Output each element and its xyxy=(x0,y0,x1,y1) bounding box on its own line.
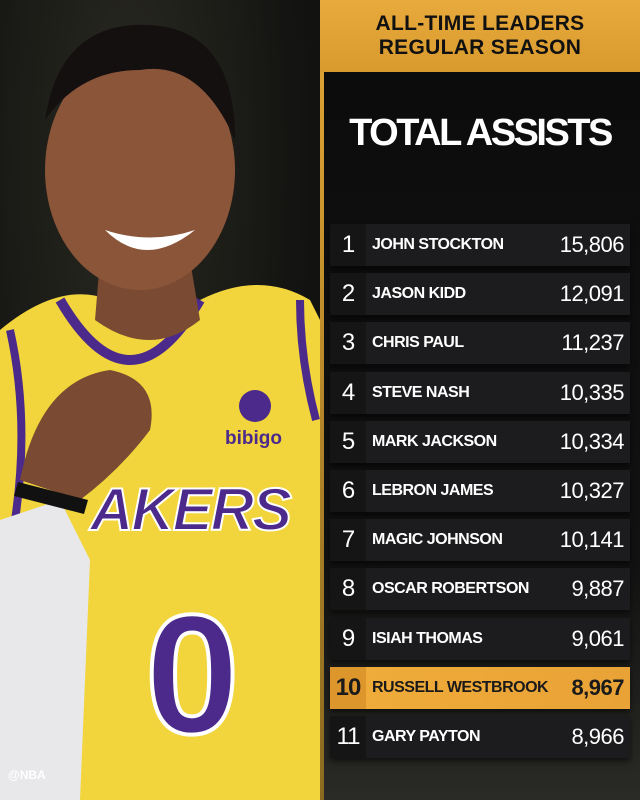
leader-row: 9 ISIAH THOMAS 9,061 xyxy=(330,617,630,660)
jersey-sponsor: bibigo xyxy=(225,428,282,449)
leader-rank: 2 xyxy=(330,273,366,316)
leader-assists: 10,335 xyxy=(559,379,625,405)
leader-row: 5 MARK JACKSON 10,334 xyxy=(330,420,630,463)
leader-name: ISIAH THOMAS xyxy=(372,629,483,647)
leader-row: 4 STEVE NASH 10,335 xyxy=(330,371,630,414)
leader-name: LEBRON JAMES xyxy=(372,482,494,499)
leader-name: RUSSELL WESTBROOK xyxy=(372,678,549,696)
leaders-panel: ALL-TIME LEADERS REGULAR SEASON TOTAL AS… xyxy=(320,0,640,800)
leader-name: STEVE NASH xyxy=(372,383,470,401)
leader-assists: 8,967 xyxy=(571,674,624,700)
jersey-number: 0 xyxy=(143,580,242,770)
leader-name: GARY PAYTON xyxy=(372,728,481,745)
leader-name: JASON KIDD xyxy=(372,285,466,303)
leader-assists: 10,334 xyxy=(559,428,625,454)
header-line-1: ALL-TIME LEADERS xyxy=(375,12,585,35)
page-title: TOTAL ASSISTS xyxy=(349,112,613,154)
leader-row: 11 GARY PAYTON 8,966 xyxy=(330,716,630,758)
leader-assists: 8,966 xyxy=(571,724,624,749)
leader-row: 6 LEBRON JAMES 10,327 xyxy=(330,470,630,512)
leader-row: 1 JOHN STOCKTON 15,806 xyxy=(330,224,630,266)
leader-rank: 3 xyxy=(330,322,366,365)
player-illustration xyxy=(0,50,320,800)
header-banner: ALL-TIME LEADERS REGULAR SEASON xyxy=(320,0,640,72)
leader-assists: 9,887 xyxy=(571,576,624,602)
leader-assists: 15,806 xyxy=(559,232,625,257)
leader-rank: 5 xyxy=(330,420,366,463)
leader-name: OSCAR ROBERTSON xyxy=(372,580,529,598)
leader-rank: 8 xyxy=(330,568,366,611)
leader-assists: 10,141 xyxy=(559,527,625,553)
leader-rank: 4 xyxy=(330,371,366,414)
leader-name: MAGIC JOHNSON xyxy=(372,531,503,549)
leader-rank: 1 xyxy=(330,224,366,266)
player-photo: bibigo AKERS 0 @NBA xyxy=(0,0,320,800)
jersey-team-text: AKERS xyxy=(89,476,293,543)
leader-row: 3 CHRIS PAUL 11,237 xyxy=(330,322,630,365)
leader-name: JOHN STOCKTON xyxy=(372,236,504,253)
leader-row: 7 MAGIC JOHNSON 10,141 xyxy=(330,519,630,562)
leader-rank: 9 xyxy=(330,617,366,660)
leader-assists: 10,327 xyxy=(559,478,625,503)
leader-assists: 12,091 xyxy=(559,281,625,307)
leader-rank: 11 xyxy=(330,716,366,758)
header-line-2: REGULAR SEASON xyxy=(378,36,582,59)
leader-rank: 7 xyxy=(330,519,366,562)
leader-assists: 9,061 xyxy=(571,625,624,651)
leader-rank: 10 xyxy=(330,666,366,709)
leader-row: 10 RUSSELL WESTBROOK 8,967 xyxy=(330,666,630,709)
leader-name: MARK JACKSON xyxy=(372,432,497,450)
leader-assists: 11,237 xyxy=(561,330,624,356)
leader-row: 8 OSCAR ROBERTSON 9,887 xyxy=(330,568,630,611)
leader-rank: 6 xyxy=(330,470,366,512)
nba-watermark: @NBA xyxy=(8,768,46,782)
leader-row: 2 JASON KIDD 12,091 xyxy=(330,273,630,316)
leader-name: CHRIS PAUL xyxy=(372,334,464,352)
